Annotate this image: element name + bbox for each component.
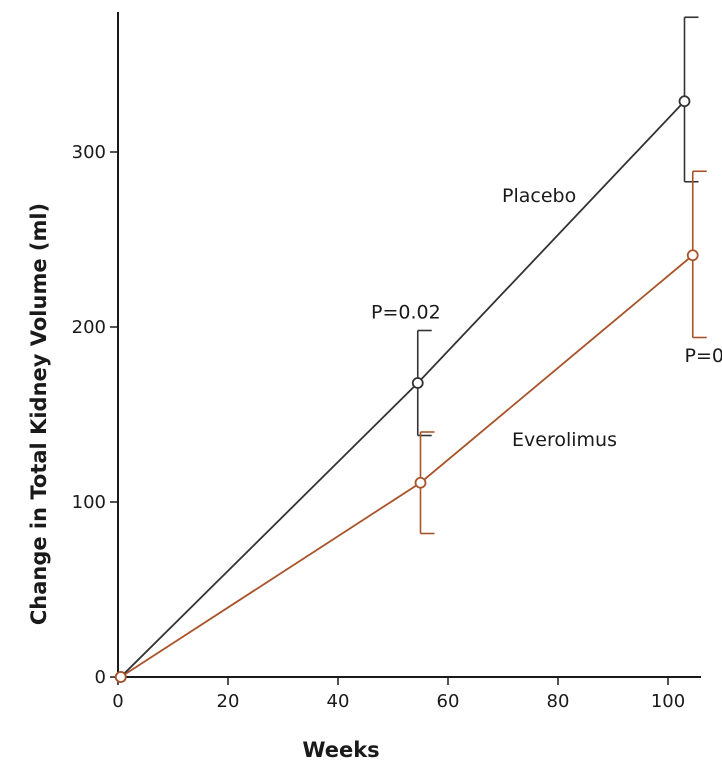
axes	[117, 12, 701, 678]
series-label-placebo: Placebo	[502, 185, 576, 207]
x-tick-label: 0	[112, 691, 123, 712]
p-value-annotation: P=0.02	[371, 301, 441, 323]
x-axis-title: Weeks	[302, 738, 379, 762]
x-tick-label: 100	[651, 691, 685, 712]
data-point	[686, 249, 699, 262]
y-tick-label: 100	[72, 492, 106, 513]
x-tick-label: 40	[327, 691, 350, 712]
series-line-placebo	[120, 100, 686, 678]
y-tick-label: 300	[72, 142, 106, 163]
error-bars	[416, 16, 707, 535]
data-point	[414, 476, 427, 489]
data-markers	[114, 95, 699, 683]
series-lines	[120, 100, 694, 678]
y-tick-label: 0	[95, 667, 106, 688]
annotations: P=0.02 P=0.06	[371, 301, 722, 367]
tick-group: 0 20 40 60 80 100 0 100 200 300	[72, 142, 686, 712]
series-labels: Placebo Everolimus	[502, 185, 617, 451]
y-axis-title: Change in Total Kidney Volume (ml)	[27, 203, 51, 625]
y-tick-label: 200	[72, 317, 106, 338]
data-point	[114, 671, 127, 683]
data-point	[411, 377, 424, 389]
series-label-everolimus: Everolimus	[512, 429, 617, 451]
data-point	[678, 95, 691, 108]
x-tick-label: 60	[437, 691, 460, 712]
p-value-annotation: P=0.06	[685, 345, 722, 367]
x-tick-label: 80	[547, 691, 570, 712]
x-tick-label: 20	[217, 691, 240, 712]
